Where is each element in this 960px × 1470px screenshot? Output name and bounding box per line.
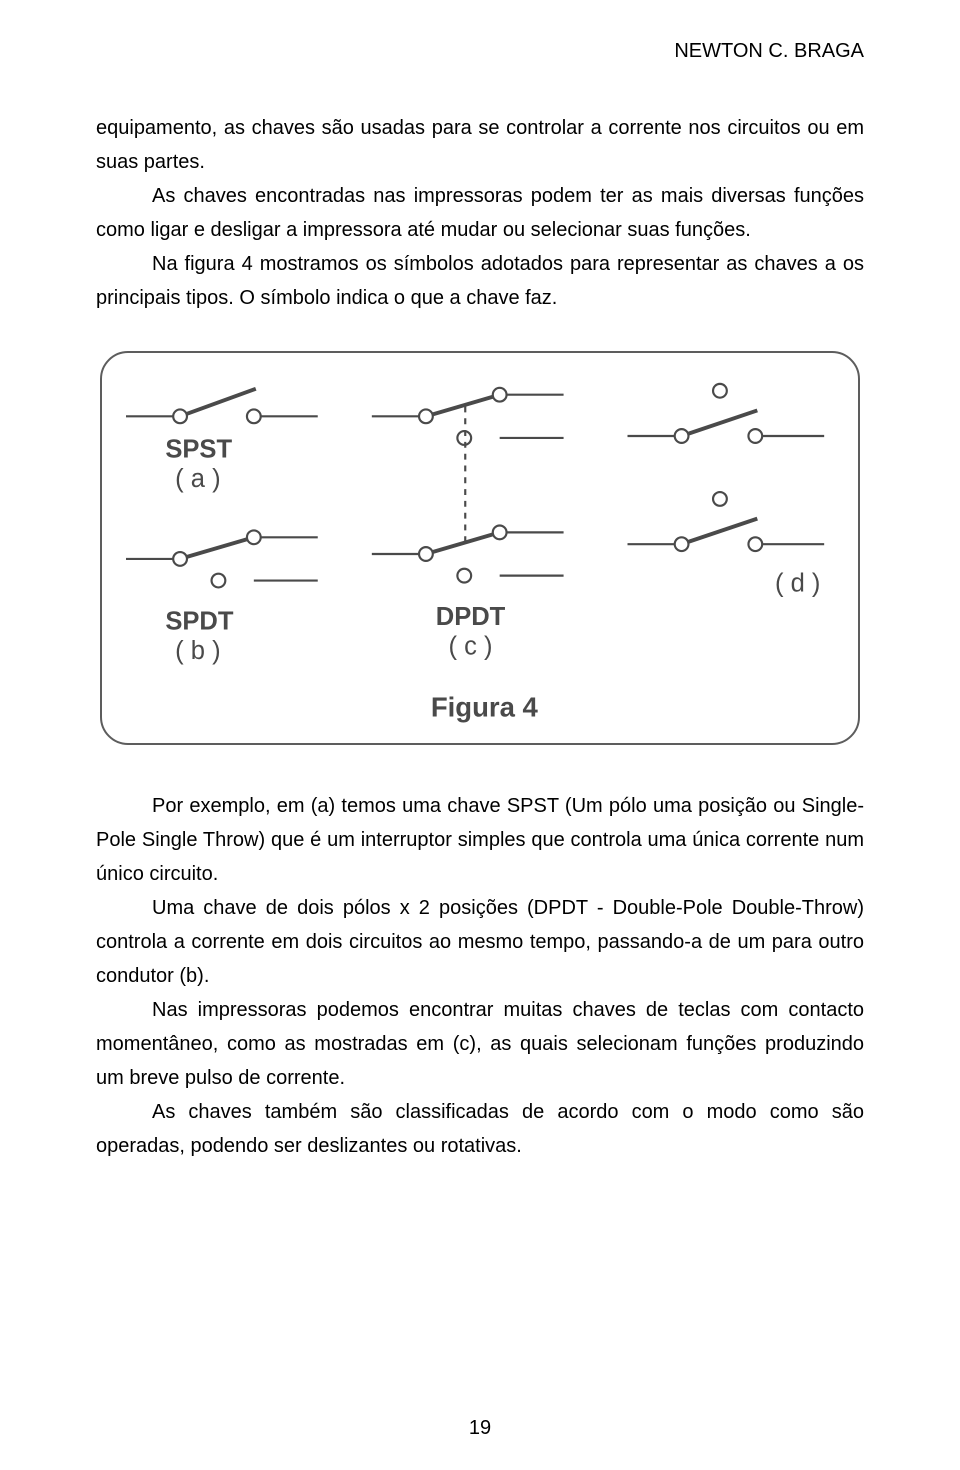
label-spdt-name: SPDT xyxy=(165,608,234,636)
page-number: 19 xyxy=(0,1417,960,1440)
paragraph-2: As chaves encontradas nas impressoras po… xyxy=(96,179,864,247)
paragraph-7: As chaves também são classificadas de ac… xyxy=(96,1095,864,1163)
body-text-block-bottom: Por exemplo, em (a) temos uma chave SPST… xyxy=(96,789,864,1163)
label-d-letter: ( d ) xyxy=(775,569,820,597)
body-text-block-top: equipamento, as chaves são usadas para s… xyxy=(96,111,864,315)
paragraph-6: Nas impressoras podemos encontrar muitas… xyxy=(96,993,864,1095)
switch-spst: SPST ( a ) xyxy=(126,389,318,493)
label-spst-name: SPST xyxy=(165,436,232,464)
figure-caption: Figura 4 xyxy=(431,691,539,722)
label-spst-letter: ( a ) xyxy=(175,465,220,493)
paragraph-3: Na figura 4 mostramos os símbolos adotad… xyxy=(96,247,864,315)
label-dpdt-name: DPDT xyxy=(436,603,506,631)
switch-d: ( d ) xyxy=(628,384,825,597)
paragraph-4: Por exemplo, em (a) temos uma chave SPST… xyxy=(96,789,864,891)
paragraph-5: Uma chave de dois pólos x 2 posições (DP… xyxy=(96,891,864,993)
switch-dpdt: DPDT ( c ) xyxy=(372,388,564,660)
author-header: NEWTON C. BRAGA xyxy=(96,40,864,63)
figure-4: SPST ( a ) SPDT ( b ) xyxy=(100,351,860,745)
switch-spdt: SPDT ( b ) xyxy=(126,530,318,665)
figure-4-box: SPST ( a ) SPDT ( b ) xyxy=(100,351,860,745)
label-dpdt-letter: ( c ) xyxy=(449,632,493,660)
figure-4-svg: SPST ( a ) SPDT ( b ) xyxy=(126,377,834,731)
paragraph-1: equipamento, as chaves são usadas para s… xyxy=(96,111,864,179)
label-spdt-letter: ( b ) xyxy=(175,637,220,665)
